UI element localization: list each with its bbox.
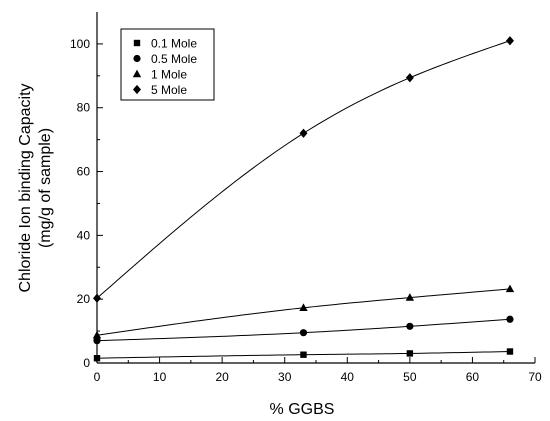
data-point bbox=[299, 303, 308, 311]
x-axis-title: % GGBS bbox=[270, 401, 335, 418]
x-tick-label: 70 bbox=[528, 370, 542, 384]
x-tick-label: 50 bbox=[403, 370, 417, 384]
data-point bbox=[506, 348, 514, 355]
data-point bbox=[300, 351, 307, 358]
legend-label: 5 Mole bbox=[151, 83, 187, 97]
y-tick-label: 0 bbox=[83, 356, 90, 370]
x-tick-label: 40 bbox=[341, 370, 355, 384]
x-tick-label: 30 bbox=[278, 370, 292, 384]
y-tick-label: 20 bbox=[77, 292, 91, 306]
y-axis-title-line: Chloride Ion binding Capacity bbox=[17, 83, 34, 292]
legend-marker bbox=[133, 54, 141, 63]
legend-label: 0.1 Mole bbox=[151, 37, 197, 51]
data-point bbox=[405, 73, 414, 83]
legend-marker bbox=[133, 39, 141, 47]
x-tick-label: 20 bbox=[215, 370, 229, 384]
y-tick-label: 60 bbox=[77, 165, 91, 179]
data-point bbox=[505, 36, 514, 46]
x-tick-label: 10 bbox=[153, 370, 167, 384]
axes: 0 10 20 30 40 50 60 70 0 20 40 60 80 100 % GGBS Chlorid… bbox=[17, 12, 542, 418]
data-point bbox=[405, 293, 415, 301]
data-point bbox=[299, 128, 308, 138]
data-point bbox=[505, 284, 515, 293]
legend-label: 1 Mole bbox=[151, 68, 187, 82]
legend-marker bbox=[132, 69, 142, 78]
x-tick-label: 0 bbox=[94, 370, 101, 384]
y-tick-label: 40 bbox=[77, 228, 91, 242]
y-axis-title: Chloride Ion binding Capacity (mg/g of sa… bbox=[17, 83, 54, 292]
data-point bbox=[506, 315, 514, 323]
legend-label: 0.5 Mole bbox=[151, 52, 197, 66]
y-axis-title-line: (mg/g of sample) bbox=[37, 128, 54, 248]
y-tick-label: 80 bbox=[77, 101, 91, 115]
x-tick-label: 60 bbox=[466, 370, 480, 384]
data-point bbox=[406, 322, 414, 330]
data-point bbox=[299, 329, 308, 337]
data-point bbox=[406, 350, 414, 357]
y-tick-label: 100 bbox=[70, 37, 90, 51]
series-line bbox=[96, 288, 511, 336]
legend-marker bbox=[133, 84, 141, 95]
